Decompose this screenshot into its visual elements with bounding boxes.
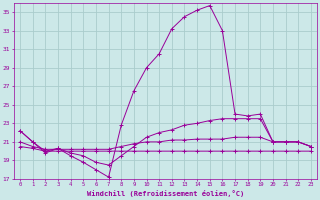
X-axis label: Windchill (Refroidissement éolien,°C): Windchill (Refroidissement éolien,°C): [87, 190, 244, 197]
